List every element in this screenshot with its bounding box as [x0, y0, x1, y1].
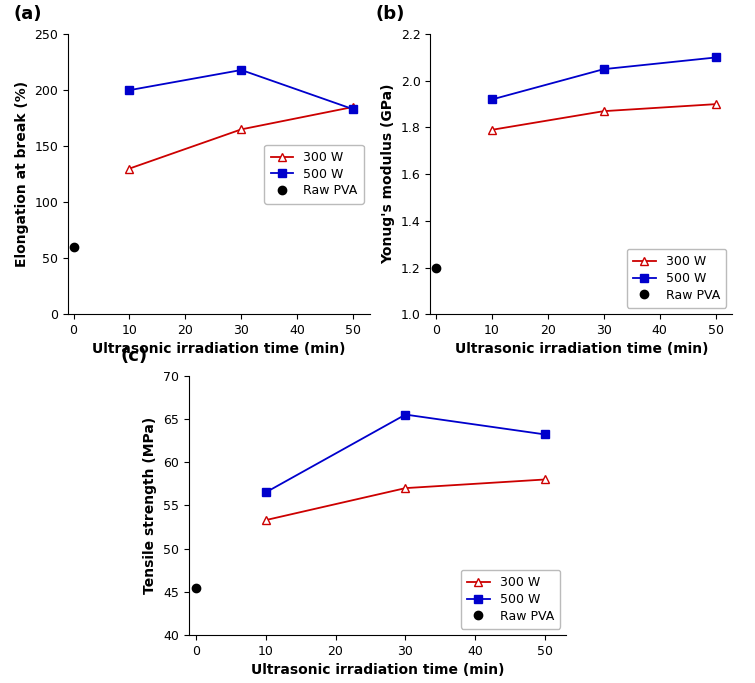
X-axis label: Ultrasonic irradiation time (min): Ultrasonic irradiation time (min): [455, 342, 708, 357]
Text: (b): (b): [376, 5, 405, 23]
Line: 300 W: 300 W: [261, 475, 550, 525]
300 W: [237, 125, 246, 133]
500 W: [349, 105, 358, 113]
Y-axis label: Elongation at break (%): Elongation at break (%): [15, 81, 29, 267]
Y-axis label: Tensile strength (MPa): Tensile strength (MPa): [143, 417, 158, 594]
300 W: [711, 100, 720, 108]
Legend: 300 W, 500 W, Raw PVA: 300 W, 500 W, Raw PVA: [264, 145, 364, 204]
500 W: [487, 96, 496, 104]
Text: (c): (c): [121, 347, 148, 365]
X-axis label: Ultrasonic irradiation time (min): Ultrasonic irradiation time (min): [251, 663, 504, 678]
Y-axis label: Yonug's modulus (GPa): Yonug's modulus (GPa): [381, 84, 395, 264]
300 W: [599, 107, 609, 115]
X-axis label: Ultrasonic irradiation time (min): Ultrasonic irradiation time (min): [92, 342, 346, 357]
300 W: [541, 475, 550, 484]
500 W: [125, 86, 134, 94]
300 W: [261, 516, 270, 525]
300 W: [349, 103, 358, 111]
300 W: [401, 484, 410, 492]
500 W: [711, 53, 720, 61]
Line: 500 W: 500 W: [261, 410, 550, 497]
Line: 500 W: 500 W: [488, 53, 720, 104]
Line: 300 W: 300 W: [488, 100, 720, 134]
Legend: 300 W, 500 W, Raw PVA: 300 W, 500 W, Raw PVA: [627, 249, 726, 308]
300 W: [487, 126, 496, 134]
500 W: [261, 488, 270, 497]
Text: (a): (a): [14, 5, 42, 23]
500 W: [237, 66, 246, 74]
300 W: [125, 165, 134, 173]
500 W: [599, 65, 609, 73]
500 W: [541, 430, 550, 438]
500 W: [401, 410, 410, 419]
Line: 300 W: 300 W: [125, 102, 357, 173]
Line: 500 W: 500 W: [125, 66, 357, 113]
Legend: 300 W, 500 W, Raw PVA: 300 W, 500 W, Raw PVA: [461, 570, 560, 629]
